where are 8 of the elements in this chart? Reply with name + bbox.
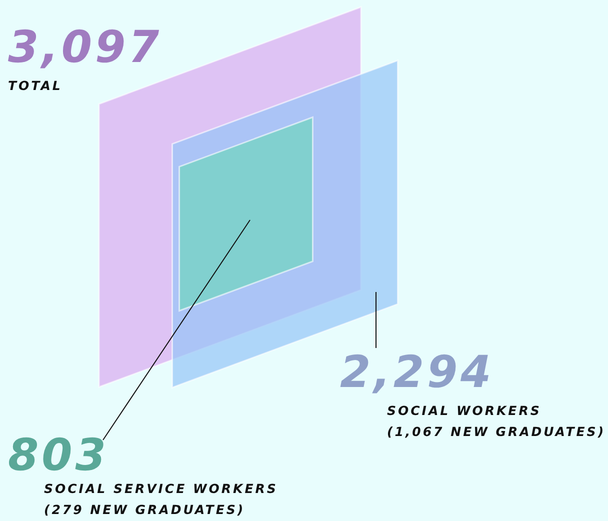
text: (1,067 NEW GRADUATES) — [387, 424, 606, 439]
text: (279 NEW GRADUATES) — [44, 502, 246, 517]
data-label: 3,097 — [8, 22, 162, 73]
category-label: TOTAL — [8, 78, 62, 93]
data-label: 2,294 — [340, 347, 494, 398]
category-label: SOCIAL SERVICE WORKERS — [44, 481, 278, 496]
data-label: 803 — [8, 430, 109, 481]
category-label: SOCIAL WORKERS — [387, 403, 542, 418]
